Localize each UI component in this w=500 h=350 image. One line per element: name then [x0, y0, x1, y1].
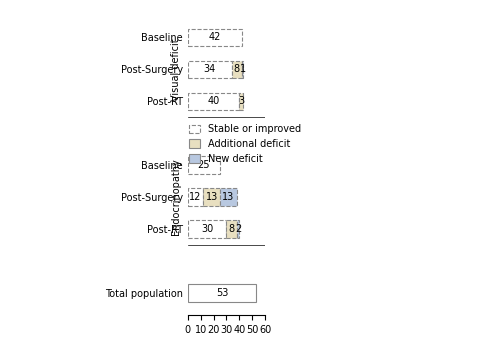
Text: 34: 34 [204, 64, 216, 74]
Text: 12: 12 [190, 192, 202, 202]
Text: 3: 3 [238, 96, 244, 106]
Bar [188, 29, 242, 46]
Bar [242, 61, 243, 78]
Bar [188, 188, 204, 206]
Text: Endocrinopathy: Endocrinopathy [170, 159, 180, 236]
Bar [226, 220, 237, 238]
Bar [188, 92, 240, 110]
Text: 2: 2 [235, 224, 241, 234]
Text: 13: 13 [222, 192, 234, 202]
Bar [188, 156, 220, 174]
Bar [220, 188, 237, 206]
Bar [188, 284, 256, 302]
Text: 53: 53 [216, 288, 228, 298]
Bar [237, 220, 240, 238]
Bar [204, 188, 220, 206]
Text: 13: 13 [206, 192, 218, 202]
Text: 30: 30 [201, 224, 213, 234]
Legend: Stable or improved, Additional deficit, New deficit: Stable or improved, Additional deficit, … [184, 120, 305, 168]
Text: 8: 8 [234, 64, 240, 74]
Bar [240, 92, 243, 110]
Bar [188, 61, 232, 78]
Text: 42: 42 [208, 33, 221, 42]
Text: 1: 1 [240, 64, 246, 74]
Text: 40: 40 [208, 96, 220, 106]
Bar [232, 61, 242, 78]
Bar [188, 220, 226, 238]
Text: 8: 8 [228, 224, 234, 234]
Text: 25: 25 [198, 160, 210, 170]
Text: Visual deficit: Visual deficit [170, 38, 180, 101]
